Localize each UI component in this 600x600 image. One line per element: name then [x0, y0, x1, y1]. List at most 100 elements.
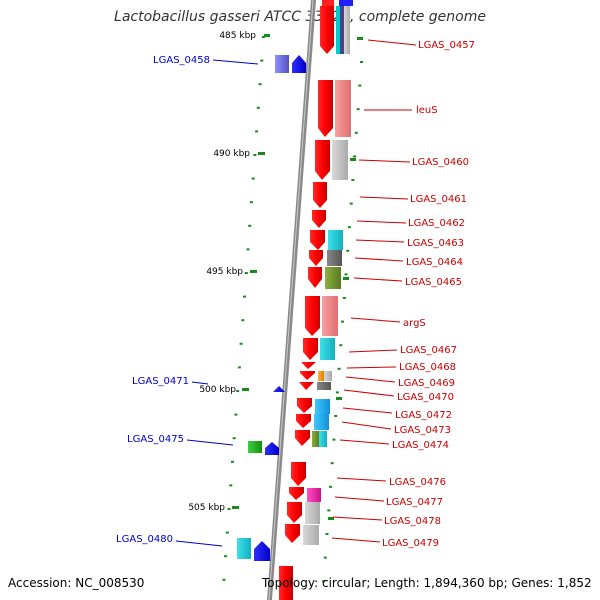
scale-dot [356, 108, 360, 111]
gene-label-LGAS_0480: LGAS_0480 [116, 534, 173, 545]
scale-dot [234, 413, 238, 416]
gene-LGAS_0472[interactable]: LGAS_0472 [297, 398, 452, 421]
gene-LGAS_0470[interactable]: LGAS_0470 [299, 382, 454, 403]
gene-arrow-LGAS_0479 [285, 524, 300, 543]
gene-LGAS_0462[interactable]: LGAS_0462 [312, 210, 465, 229]
gene-label-LGAS_0468: LGAS_0468 [399, 362, 456, 373]
tick-label-485: 485 kbp [219, 31, 256, 41]
gene-arrow-LGAS_0458 [292, 55, 306, 73]
scale-dot [260, 59, 264, 62]
gene-arrow-LGAS_0469 [300, 371, 315, 380]
gene-label-LGAS_0464: LGAS_0464 [406, 257, 463, 268]
gene-arrow-LGAS_0464 [309, 250, 323, 266]
scale-dot [262, 36, 265, 38]
gene-arrow-LGAS_0470 [299, 382, 314, 390]
scale-dot [231, 460, 234, 463]
map-title: Lactobacillus gasseri ATCC 33323, comple… [114, 9, 486, 25]
gene-arrow-LGAS_0462 [312, 210, 326, 228]
scale-dot [236, 390, 240, 392]
gene-arrow-LGAS_0460 [315, 140, 330, 180]
gene-LGAS_0468[interactable]: LGAS_0468 [301, 362, 456, 373]
scale-dot [341, 320, 344, 323]
scale-dot [237, 366, 241, 369]
gene-LGAS_0471[interactable]: LGAS_0471 [132, 376, 285, 392]
gene-LGAS_0458[interactable]: LGAS_0458 [153, 55, 306, 73]
gene-LGAS_0463[interactable]: LGAS_0463 [310, 230, 464, 250]
gene-arrow-LGAS_0467 [303, 338, 318, 360]
scale-dot [255, 130, 259, 133]
tick-mark-485: 485 kbp [219, 31, 270, 41]
scale-dot [337, 367, 341, 370]
scale-dot [244, 272, 248, 274]
gene-LGAS_0475[interactable]: LGAS_0475 [127, 434, 279, 455]
scale-dot [347, 226, 351, 229]
scale-dot [344, 273, 348, 276]
scale-dot [229, 484, 233, 487]
gene-argS[interactable]: argS [305, 296, 426, 336]
gene-label-LGAS_0472: LGAS_0472 [395, 410, 452, 421]
scale-dot [342, 297, 346, 299]
gene-label-LGAS_0478: LGAS_0478 [384, 516, 441, 527]
tick-mark-505: 505 kbp [188, 503, 239, 513]
gene-arrow-LGAS_0461 [313, 182, 327, 208]
scale-dot [360, 61, 363, 63]
scale-dot [354, 131, 358, 134]
gene-label-LGAS_0473: LGAS_0473 [394, 425, 451, 436]
scale-dot [227, 508, 231, 510]
gene-label-LGAS_0470: LGAS_0470 [397, 392, 454, 403]
scale-dot [335, 391, 339, 394]
gene-label-LGAS_0465: LGAS_0465 [405, 277, 462, 288]
gene-label-LGAS_0461: LGAS_0461 [410, 194, 467, 205]
gene-arrow-LGAS_0475 [265, 442, 279, 455]
gene-arrow-LGAS_0473 [296, 414, 311, 428]
tick-mark-490: 490 kbp [213, 149, 265, 159]
gene-LGAS_0457[interactable]: LGAS_0457 [320, 6, 475, 54]
gene-leuS[interactable]: leuS [318, 80, 438, 137]
gene-arrow-leuS [318, 80, 333, 137]
gene-LGAS_0480[interactable]: LGAS_0480 [116, 534, 270, 561]
gene-LGAS_0465[interactable]: LGAS_0465 [308, 267, 462, 289]
scale-dot [330, 462, 334, 465]
scale-dot [232, 437, 236, 440]
scale-dot [239, 342, 243, 345]
scale-dot [327, 509, 331, 512]
scale-dot [251, 177, 255, 180]
gene-arrow-LGAS_0471 [273, 386, 285, 392]
scale-dot [258, 83, 262, 86]
scale-dot [249, 201, 253, 204]
scale-dot [248, 224, 252, 227]
gene-arrow-LGAS_0476 [291, 462, 306, 486]
gene-LGAS_0479[interactable]: LGAS_0479 [285, 524, 439, 549]
scale-dot [256, 106, 260, 109]
gene-label-LGAS_0463: LGAS_0463 [407, 238, 464, 249]
scale-ticks [222, 36, 363, 583]
scale-dot [358, 84, 362, 87]
scale-dot [346, 249, 350, 252]
gene-LGAS_0476[interactable]: LGAS_0476 [291, 462, 446, 488]
scale-dot [253, 154, 257, 156]
tick-label-495: 495 kbp [206, 267, 243, 277]
tick-label-500: 500 kbp [199, 385, 236, 395]
gene-LGAS_0473[interactable]: LGAS_0473 [296, 414, 451, 436]
gene-LGAS_0469[interactable]: LGAS_0469 [300, 371, 455, 389]
scale-dot [329, 485, 332, 488]
tick-label-490: 490 kbp [213, 149, 250, 159]
gene-LGAS_0474[interactable]: LGAS_0474 [295, 430, 449, 451]
gene-label-LGAS_0460: LGAS_0460 [412, 157, 469, 168]
genome-info-label: Topology: circular; Length: 1,894,360 bp… [262, 576, 592, 590]
scale-dot [224, 555, 228, 558]
gene-LGAS_0477[interactable]: LGAS_0477 [289, 487, 443, 508]
gene-label-LGAS_0479: LGAS_0479 [382, 538, 439, 549]
gene-label-LGAS_0476: LGAS_0476 [389, 477, 446, 488]
gene-LGAS_0461[interactable]: LGAS_0461 [313, 182, 467, 208]
gene-arrow-argS [305, 296, 320, 336]
gene-LGAS_0467[interactable]: LGAS_0467 [303, 338, 457, 360]
gene-label-LGAS_0458: LGAS_0458 [153, 55, 210, 66]
gene-LGAS_0464[interactable]: LGAS_0464 [309, 250, 463, 268]
gene-LGAS_0460[interactable]: LGAS_0460 [315, 140, 469, 180]
scale-dot [225, 531, 229, 534]
gene-LGAS_0478[interactable]: LGAS_0478 [287, 502, 441, 527]
scale-dot [353, 155, 357, 158]
scale-dot [323, 556, 327, 559]
